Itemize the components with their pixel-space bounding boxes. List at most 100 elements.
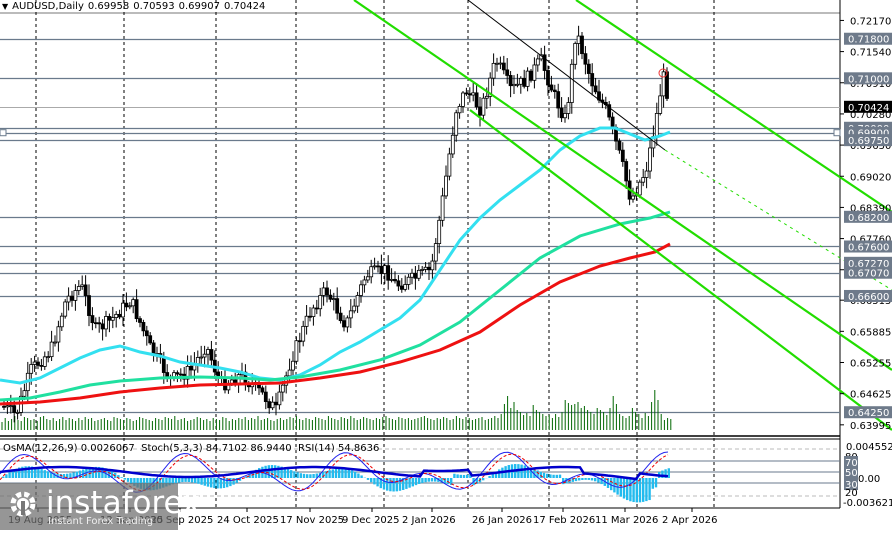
candle-body xyxy=(332,299,335,300)
osma-bar xyxy=(418,478,420,484)
candle-body xyxy=(115,314,118,317)
candle-body xyxy=(13,406,16,413)
candle-body xyxy=(390,279,393,280)
osma-bar xyxy=(40,469,42,478)
osma-bar xyxy=(351,470,353,478)
price-level-label: 0.71800 xyxy=(848,35,889,46)
candle-body xyxy=(3,406,6,407)
candle-body xyxy=(33,362,36,364)
osma-bar xyxy=(463,475,465,478)
price-tick-label: 0.64625 xyxy=(850,390,891,401)
rsi-label: RSI(14) 54.8636 xyxy=(298,443,379,454)
candle-body xyxy=(516,84,519,85)
osma-bar xyxy=(124,478,126,480)
candle-body xyxy=(295,341,298,362)
candle-body xyxy=(71,296,74,300)
candle-body xyxy=(343,321,346,327)
osma-bar xyxy=(293,471,295,478)
candle-body xyxy=(298,341,301,342)
osma-bar xyxy=(636,478,638,502)
candle-body xyxy=(434,244,437,261)
price-level-label: 0.71000 xyxy=(848,74,889,85)
candle-body xyxy=(611,117,614,127)
candle-body xyxy=(523,78,526,86)
osma-bar xyxy=(44,470,46,478)
osma-bar xyxy=(376,478,378,486)
osma-bar xyxy=(543,473,545,478)
osma-bar xyxy=(181,478,183,482)
candle-body xyxy=(302,326,305,341)
osma-bar xyxy=(360,475,362,478)
candle-body xyxy=(533,65,536,80)
candle-body xyxy=(190,366,193,370)
osma-bar xyxy=(392,478,394,492)
candle-body xyxy=(111,318,114,321)
candle-body xyxy=(536,59,539,65)
candle-body xyxy=(377,266,380,267)
candle-body xyxy=(81,285,84,287)
candle-body xyxy=(319,295,322,308)
osma-bar xyxy=(287,469,289,478)
candle-body xyxy=(506,70,509,76)
candle-body xyxy=(373,266,376,267)
candle-body xyxy=(618,141,621,150)
osma-bar xyxy=(309,474,311,478)
osma-bar xyxy=(290,470,292,478)
time-label: 2 Apr 2026 xyxy=(662,515,717,526)
osma-bar xyxy=(584,478,586,480)
candle-body xyxy=(591,74,594,86)
candle-body xyxy=(94,323,97,324)
high-value: 0.70593 xyxy=(133,1,174,12)
candle-body xyxy=(462,93,465,106)
low-value: 0.69907 xyxy=(179,1,220,12)
price-tick-label: 0.71540 xyxy=(850,48,891,59)
osma-bar xyxy=(200,478,202,485)
time-label: 17 Nov 2025 xyxy=(280,515,344,526)
osma-bar xyxy=(488,476,490,478)
indicator-level-label: 50 xyxy=(845,468,858,479)
osma-bar xyxy=(300,473,302,478)
candle-body xyxy=(499,63,502,64)
osma-bar xyxy=(546,474,548,478)
osma-bar xyxy=(303,474,305,478)
price-level-label: 0.68200 xyxy=(848,213,889,224)
candle-body xyxy=(584,54,587,65)
ma-mid-line xyxy=(0,212,670,400)
osma-bar xyxy=(396,478,398,491)
candle-body xyxy=(132,300,135,306)
osma-bar xyxy=(655,478,657,487)
osma-bar xyxy=(370,478,372,482)
osma-bar xyxy=(591,478,593,480)
osma-bar xyxy=(348,469,350,478)
time-label: 9 Dec 2025 xyxy=(342,515,400,526)
candle-body xyxy=(465,93,468,94)
candle-body xyxy=(261,388,264,392)
candle-body xyxy=(445,176,448,196)
current-price-label: 0.70424 xyxy=(848,103,889,114)
candle-body xyxy=(400,286,403,289)
candle-body xyxy=(638,182,641,195)
candle-body xyxy=(16,412,19,413)
candle-body xyxy=(649,148,652,171)
level-handle[interactable] xyxy=(0,130,6,136)
candle-body xyxy=(397,281,400,286)
level-handle[interactable] xyxy=(834,130,840,136)
osma-bar xyxy=(588,478,590,480)
candle-body xyxy=(356,295,359,306)
candle-body xyxy=(288,370,291,376)
price-level-label: 0.67070 xyxy=(848,269,889,280)
candle-body xyxy=(268,402,271,408)
candle-body xyxy=(414,273,417,278)
candle-body xyxy=(67,296,70,302)
indicator-title: OsMA(12,26,9) 0.0026067 Stoch(5,3,3) 84.… xyxy=(3,443,379,454)
osma-bar xyxy=(191,478,193,482)
candle-body xyxy=(421,269,424,270)
osma-bar xyxy=(613,478,615,492)
osma-bar xyxy=(335,469,337,478)
candle-body xyxy=(54,342,57,343)
candle-body xyxy=(88,296,91,316)
candle-body xyxy=(557,92,560,108)
dropdown-triangle-icon[interactable]: ▼ xyxy=(2,2,8,11)
symbol-label: AUDUSD,Daily xyxy=(12,1,84,12)
osma-bar xyxy=(210,478,212,487)
